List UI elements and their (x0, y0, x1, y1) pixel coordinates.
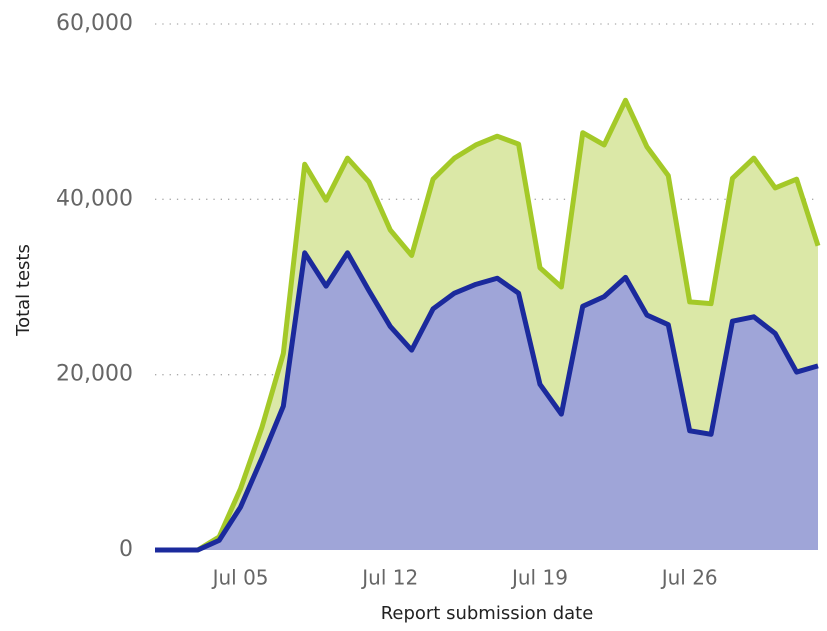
x-tick-label: Jul 19 (510, 566, 568, 590)
x-tick-label: Jul 12 (360, 566, 418, 590)
line (155, 250, 819, 553)
y-axis-title: Total tests (13, 244, 34, 337)
y-tick-label: 0 (119, 537, 133, 562)
x-axis-title: Report submission date (381, 603, 594, 624)
area-fill (155, 252, 818, 550)
x-tick-label: Jul 05 (211, 566, 269, 590)
x-tick-label: Jul 26 (660, 566, 718, 590)
line (155, 97, 821, 553)
y-tick-label: 40,000 (56, 186, 133, 211)
y-tick-label: 20,000 (56, 362, 133, 387)
y-tick-label: 60,000 (56, 11, 133, 36)
